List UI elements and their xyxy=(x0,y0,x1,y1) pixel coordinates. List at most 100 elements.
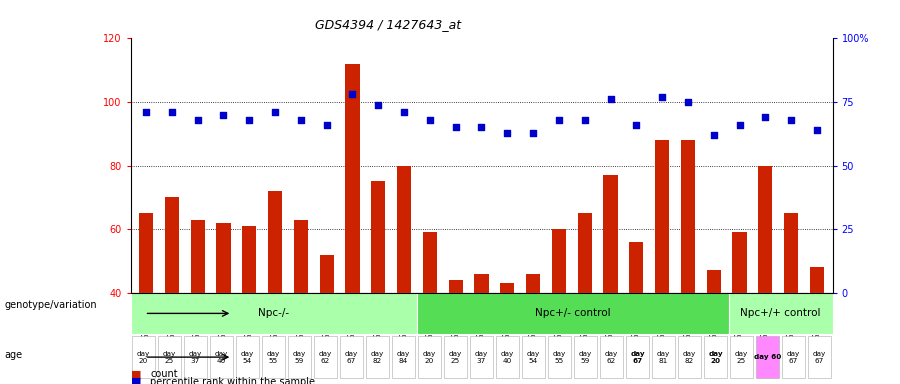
Bar xyxy=(210,336,233,378)
Text: day
40: day 40 xyxy=(215,351,228,364)
Text: Npc+/+ control: Npc+/+ control xyxy=(740,308,821,318)
Bar xyxy=(526,274,540,384)
Text: day
37: day 37 xyxy=(189,351,202,364)
Bar xyxy=(781,336,806,378)
Text: Npc+/- control: Npc+/- control xyxy=(535,308,610,318)
Bar xyxy=(652,336,676,378)
Bar xyxy=(320,255,334,384)
Bar xyxy=(500,283,515,384)
Text: day
54: day 54 xyxy=(241,351,254,364)
Bar xyxy=(807,336,832,378)
Point xyxy=(242,117,256,123)
Point xyxy=(526,129,540,136)
Text: day
59: day 59 xyxy=(292,351,306,364)
Text: day
62: day 62 xyxy=(605,351,618,364)
Text: day
25: day 25 xyxy=(163,351,176,364)
Bar xyxy=(216,223,230,384)
Text: day
67: day 67 xyxy=(345,351,358,364)
Point xyxy=(139,109,153,115)
Bar xyxy=(392,336,416,378)
Bar xyxy=(547,336,572,378)
Point xyxy=(216,112,230,118)
Point xyxy=(293,117,308,123)
Text: day
82: day 82 xyxy=(371,351,384,364)
Point xyxy=(346,91,360,98)
Text: day
55: day 55 xyxy=(267,351,280,364)
Point xyxy=(810,127,824,133)
Bar xyxy=(470,336,493,378)
Bar xyxy=(755,336,779,378)
Point xyxy=(758,114,772,120)
Text: day
67: day 67 xyxy=(787,351,800,364)
Point xyxy=(680,99,695,105)
Text: day
67: day 67 xyxy=(630,351,644,364)
Bar xyxy=(293,220,308,384)
Bar xyxy=(573,336,598,378)
Bar xyxy=(139,213,153,384)
Text: GDS4394 / 1427643_at: GDS4394 / 1427643_at xyxy=(315,18,461,31)
Text: ■: ■ xyxy=(130,369,141,379)
Text: percentile rank within the sample: percentile rank within the sample xyxy=(150,377,315,384)
Bar xyxy=(759,166,772,384)
Bar xyxy=(629,242,643,384)
Point xyxy=(371,101,385,108)
Bar xyxy=(603,175,617,384)
Text: day
40: day 40 xyxy=(501,351,514,364)
Point xyxy=(655,94,670,100)
Point xyxy=(268,109,283,115)
Bar xyxy=(496,336,519,378)
Point xyxy=(500,129,515,136)
Bar xyxy=(578,213,592,384)
Point xyxy=(191,117,205,123)
Bar xyxy=(733,232,747,384)
Point xyxy=(448,124,463,131)
Bar xyxy=(474,274,489,384)
Text: Npc-/-: Npc-/- xyxy=(258,308,289,318)
Bar xyxy=(397,166,411,384)
Bar xyxy=(346,64,360,384)
Text: day
81: day 81 xyxy=(657,351,670,364)
Text: age: age xyxy=(4,350,22,360)
Text: day
20: day 20 xyxy=(708,351,723,364)
Bar xyxy=(655,140,670,384)
Point xyxy=(320,122,334,128)
Point xyxy=(397,109,411,115)
Bar xyxy=(681,140,695,384)
Bar xyxy=(158,336,182,378)
Bar xyxy=(678,336,701,378)
Bar xyxy=(365,336,390,378)
Bar xyxy=(242,226,256,384)
Bar xyxy=(444,336,467,378)
Bar xyxy=(268,191,282,384)
Text: count: count xyxy=(150,369,178,379)
Text: day 60: day 60 xyxy=(754,354,781,360)
Point xyxy=(578,117,592,123)
Point xyxy=(423,117,437,123)
Bar xyxy=(287,336,311,378)
Point xyxy=(552,117,566,123)
Bar xyxy=(730,336,753,378)
Bar xyxy=(552,229,566,384)
Bar xyxy=(131,336,156,378)
Bar xyxy=(418,336,442,378)
Point xyxy=(706,132,721,138)
Text: day
20: day 20 xyxy=(137,351,150,364)
Bar xyxy=(262,336,285,378)
Bar xyxy=(165,197,179,384)
Point xyxy=(603,96,617,103)
Bar xyxy=(236,336,259,378)
Bar xyxy=(371,182,385,384)
Text: genotype/variation: genotype/variation xyxy=(4,300,97,310)
Bar xyxy=(423,232,437,384)
Text: day
84: day 84 xyxy=(397,351,410,364)
Text: day
20: day 20 xyxy=(423,351,436,364)
Bar xyxy=(521,336,545,378)
Text: ■: ■ xyxy=(130,377,141,384)
Bar xyxy=(626,336,650,378)
Bar xyxy=(448,280,463,384)
Text: day
67: day 67 xyxy=(813,351,826,364)
Bar xyxy=(706,270,721,384)
Bar xyxy=(810,267,824,384)
Text: day
55: day 55 xyxy=(553,351,566,364)
Bar xyxy=(339,336,364,378)
